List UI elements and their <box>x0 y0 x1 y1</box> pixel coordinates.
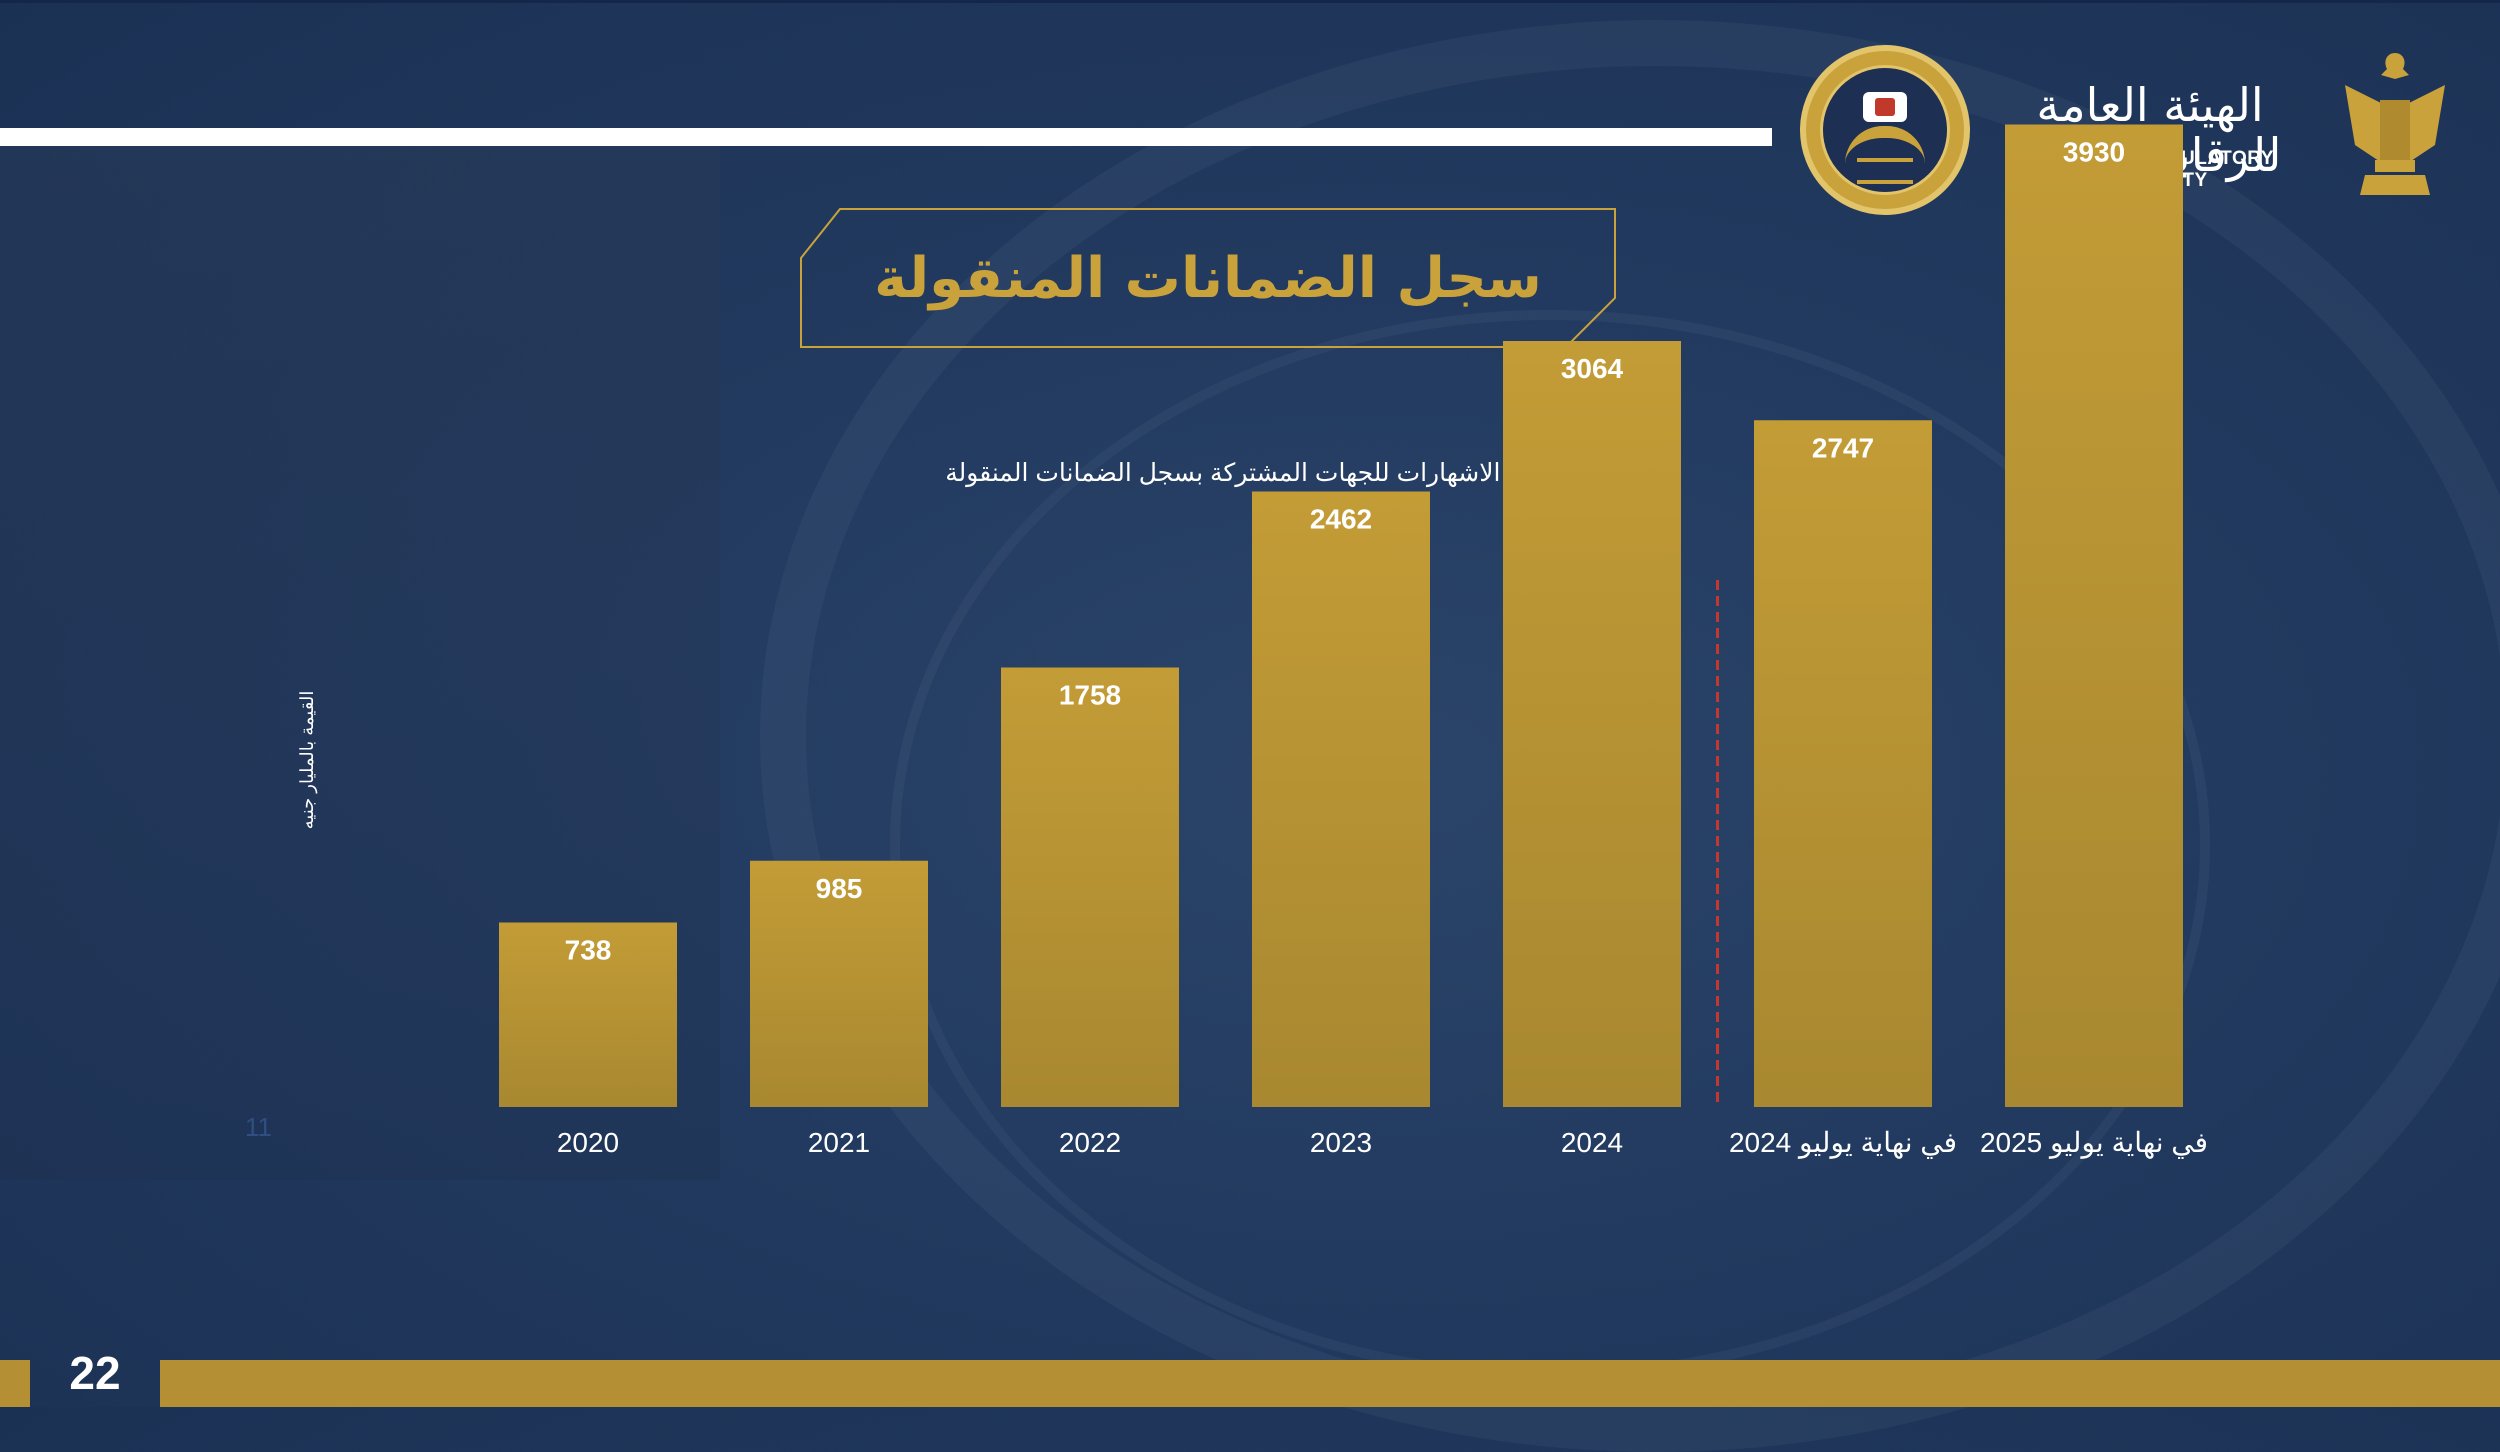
faded-number: 11 <box>245 1112 272 1142</box>
bar-1 <box>750 860 928 1107</box>
bar-4 <box>1503 341 1681 1107</box>
footer-bar-left <box>0 1360 30 1407</box>
category-label: في نهاية يوليو 2025 <box>1980 1127 2208 1159</box>
bar-value-label: 2747 <box>1812 432 1874 463</box>
category-label: 2020 <box>557 1127 619 1158</box>
bar-value-label: 3064 <box>1561 353 1624 384</box>
page-number: 22 <box>69 1347 121 1399</box>
header-divider-bar <box>0 128 1772 146</box>
bar-0 <box>499 922 677 1107</box>
category-label: 2024 <box>1561 1127 1623 1158</box>
top-border <box>0 0 2500 3</box>
bar-5 <box>1754 420 1932 1107</box>
bar-value-label: 985 <box>816 873 863 904</box>
bar-value-label: 2462 <box>1310 504 1372 535</box>
category-label: 2023 <box>1310 1127 1372 1158</box>
fra-seal-logo <box>1800 45 1970 215</box>
bar-6 <box>2005 124 2183 1107</box>
fra-mark-icon <box>1863 92 1907 122</box>
chart-title: قيمة الاشهارات للجهات المشتركة بسجل الضم… <box>945 459 1555 487</box>
egypt-eagle-emblem-icon <box>2345 53 2445 195</box>
bar-value-label: 3930 <box>2063 137 2125 168</box>
bar-2 <box>1001 667 1179 1107</box>
bar-value-label: 1758 <box>1059 680 1121 711</box>
category-label: في نهاية يوليو 2024 <box>1729 1127 1957 1159</box>
category-label: 2022 <box>1059 1127 1121 1158</box>
bar-chart: 738 2020 985 2021 1758 2022 2462 2023 3064 2024 27… <box>499 124 2208 1159</box>
footer-bar <box>160 1360 2500 1407</box>
category-label: 2021 <box>808 1127 870 1158</box>
slide-title: سجل الضمانات المنقولة <box>874 245 1542 311</box>
bar-3 <box>1252 491 1430 1107</box>
bar-value-label: 738 <box>565 935 612 966</box>
